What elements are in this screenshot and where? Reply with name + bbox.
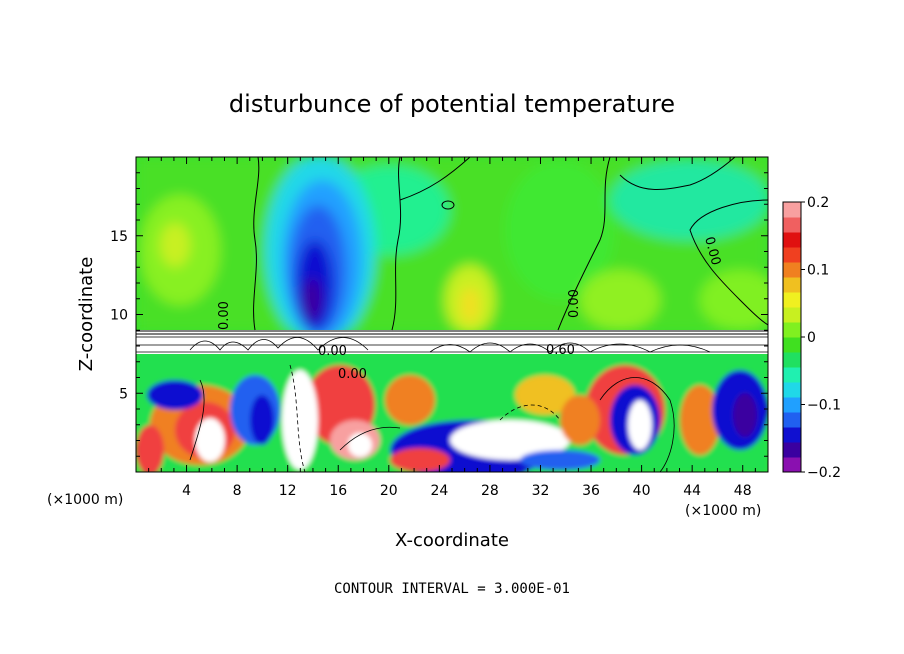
colorbar-swatch: [783, 382, 801, 398]
x-tick-label: 12: [279, 483, 297, 499]
x-tick-label: 24: [430, 483, 448, 499]
colorbar-swatch: [783, 412, 801, 428]
x-tick-label: 20: [380, 483, 398, 499]
colorbar-swatch: [783, 217, 801, 233]
colorbar-swatch: [783, 367, 801, 383]
x-unit-right: (×1000 m): [685, 503, 761, 519]
contour-label: 0.60: [546, 343, 575, 358]
contour-label: 0.00: [338, 367, 367, 382]
x-tick-label: 44: [683, 483, 701, 499]
x-tick-label: 40: [633, 483, 651, 499]
contour-label: 0.00: [567, 289, 582, 318]
x-tick-label: 36: [582, 483, 600, 499]
colorbar-swatch: [783, 442, 801, 458]
x-unit-left: (×1000 m): [47, 492, 123, 508]
colorbar-swatch: [783, 397, 801, 413]
contour-label: 0.00: [217, 301, 232, 330]
x-tick-label: 48: [734, 483, 752, 499]
colorbar-tick-label: −0.2: [807, 465, 841, 481]
colorbar-swatch: [783, 292, 801, 308]
colorbar-tick-label: 0.2: [807, 195, 829, 211]
x-tick-label: 4: [182, 483, 191, 499]
colorbar-swatch: [783, 262, 801, 278]
plot-area: [136, 157, 768, 472]
x-tick-label: 16: [329, 483, 347, 499]
colorbar-tick-label: −0.1: [807, 398, 841, 414]
colorbar-swatch: [783, 457, 801, 473]
colorbar-swatch: [783, 352, 801, 368]
x-axis-label: X-coordinate: [395, 530, 509, 551]
colorbar-tick-label: 0.1: [807, 263, 829, 279]
contour-interval: CONTOUR INTERVAL = 3.000E-01: [334, 581, 570, 597]
colorbar-swatch: [783, 427, 801, 443]
y-tick-label: 5: [119, 386, 128, 402]
y-tick-label: 10: [110, 308, 128, 324]
lower-field: [136, 352, 768, 472]
colorbar-swatch: [783, 322, 801, 338]
colorbar-swatch: [783, 202, 801, 218]
colorbar-swatch: [783, 337, 801, 353]
colorbar-swatch: [783, 247, 801, 263]
contour-label: 0.00: [318, 344, 347, 359]
colorbar-swatch: [783, 232, 801, 248]
colorbar-swatch: [783, 307, 801, 323]
y-tick-label: 15: [110, 229, 128, 245]
colorbar-swatch: [783, 277, 801, 293]
x-tick-label: 28: [481, 483, 499, 499]
y-axis-label: Z-coordinate: [76, 257, 97, 372]
chart-title: disturbunce of potential temperature: [229, 90, 675, 118]
colorbar: 0.2 0.1 0 −0.1 −0.2: [782, 195, 841, 481]
x-tick-label: 8: [233, 483, 242, 499]
upper-field: [136, 157, 768, 345]
x-tick-label: 32: [532, 483, 550, 499]
colorbar-tick-label: 0: [807, 330, 816, 346]
contour-label: 0.00: [701, 235, 723, 267]
